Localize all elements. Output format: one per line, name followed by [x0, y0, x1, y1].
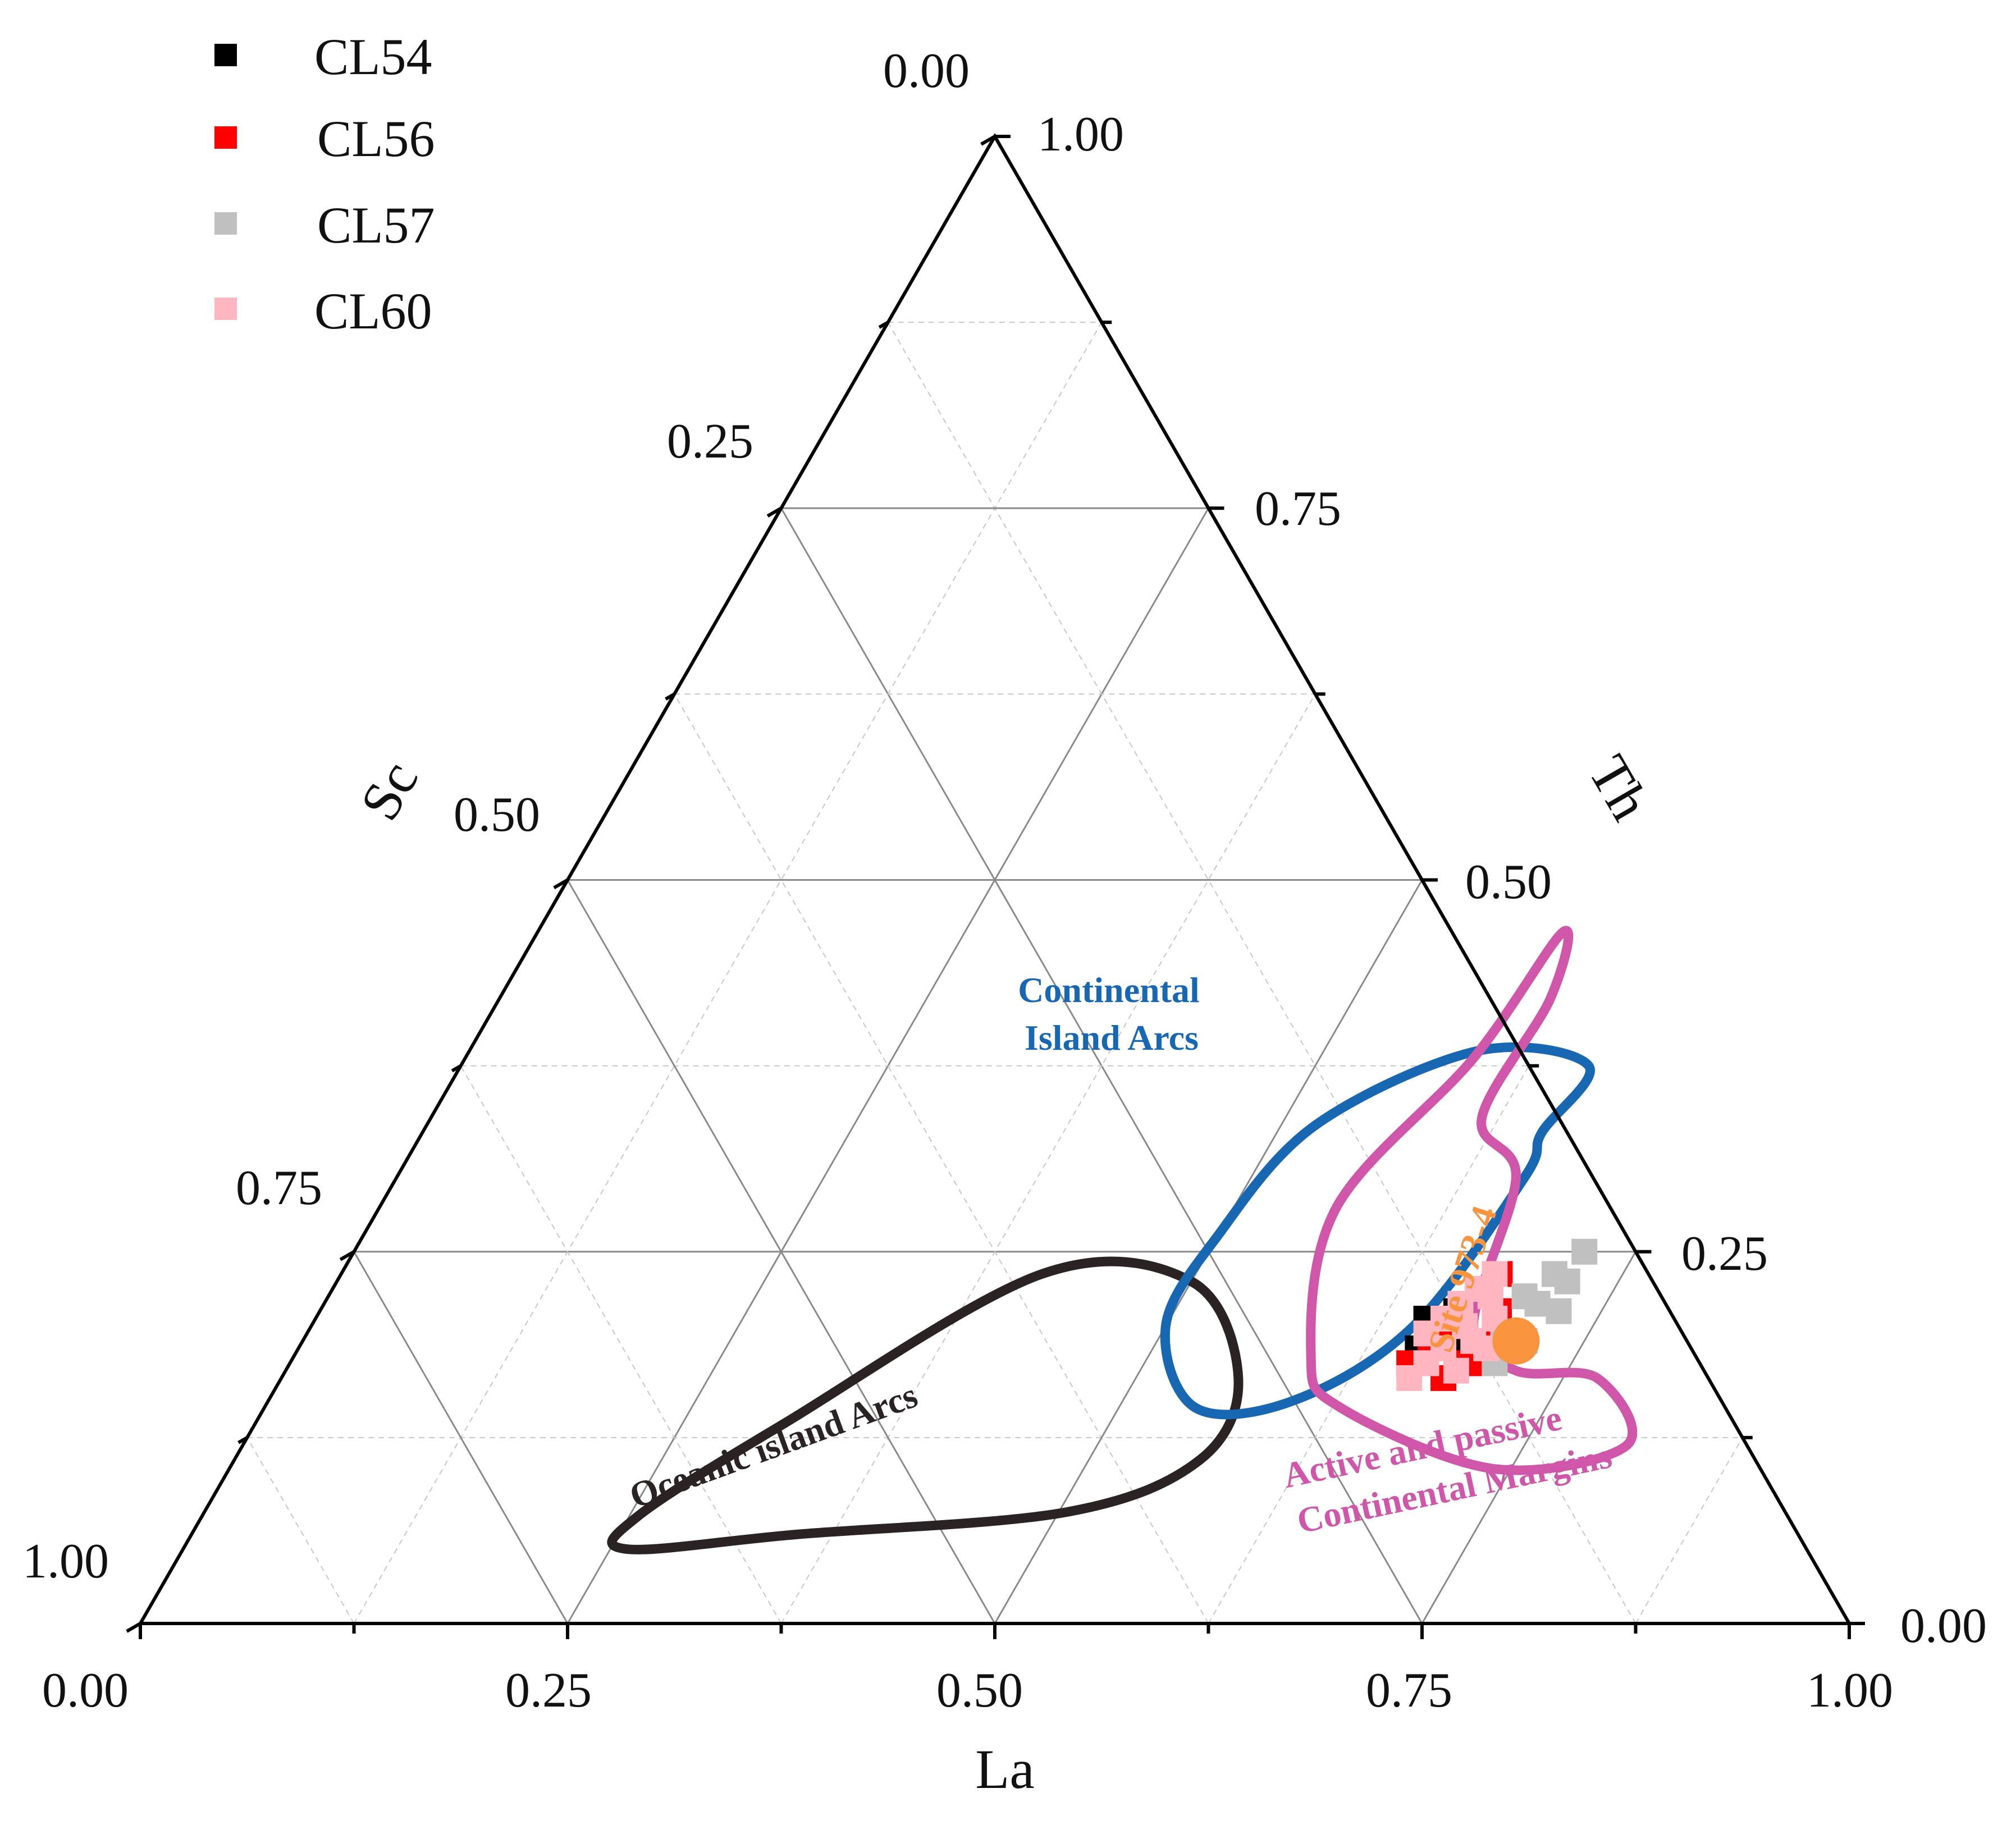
- la-tick-4: 1.00: [1807, 1663, 1893, 1718]
- sc-axis-title: Sc: [348, 751, 430, 830]
- legend-label-cl54: CL54: [314, 28, 432, 85]
- grid-line: [781, 694, 1315, 1623]
- ternary-chart: 0.00 0.25 0.50 0.75 1.00 La 0.00 0.25 0.…: [0, 0, 2016, 1825]
- point-cl60: [1396, 1365, 1422, 1391]
- legend-marker-cl56: [214, 126, 237, 149]
- legend-label-cl56: CL56: [317, 110, 435, 167]
- point-cl57: [1512, 1283, 1538, 1309]
- grid-line: [1636, 1438, 1743, 1623]
- la-axis-title: La: [975, 1738, 1034, 1800]
- sc-tick-mark: [127, 1623, 140, 1631]
- point-cl57: [1546, 1298, 1572, 1324]
- field-oceanic-island-arcs: [612, 1261, 1238, 1549]
- th-tick-4: 0.00: [1900, 1599, 1987, 1653]
- th-tick-1: 0.75: [1255, 482, 1341, 536]
- field-active-passive-margins: [1311, 931, 1633, 1470]
- sc-tick-3: 0.75: [236, 1161, 322, 1215]
- th-tick-0: 1.00: [1037, 107, 1124, 162]
- point-cl57: [1571, 1239, 1597, 1265]
- la-tick-3: 0.75: [1366, 1663, 1452, 1718]
- la-tick-2: 0.50: [936, 1663, 1023, 1718]
- sc-tick-0: 0.00: [883, 44, 970, 98]
- th-tick-3: 0.25: [1681, 1227, 1768, 1281]
- sc-tick-2: 0.50: [454, 788, 540, 842]
- sc-tick-4: 1.00: [22, 1534, 109, 1589]
- grid-line: [674, 694, 1208, 1623]
- legend-marker-cl57: [214, 212, 237, 235]
- legend-label-cl57: CL57: [317, 196, 435, 254]
- la-tick-1: 0.25: [505, 1663, 592, 1718]
- legend: CL54 CL56 CL57 CL60: [214, 28, 435, 340]
- grid-line: [247, 1438, 354, 1623]
- point-cl60: [1443, 1358, 1469, 1384]
- grid-line: [354, 322, 1102, 1623]
- th-axis-title: Th: [1576, 745, 1662, 830]
- site-973-4-marker: [1492, 1318, 1539, 1365]
- legend-marker-cl60: [214, 298, 237, 320]
- axis-ticks: [127, 136, 1865, 1639]
- continental-arcs-label-line1: Continental: [1018, 970, 1200, 1010]
- point-cl57: [1542, 1261, 1567, 1287]
- legend-marker-cl54: [214, 44, 237, 66]
- continental-arcs-label-line2: Island Arcs: [1025, 1018, 1199, 1058]
- la-tick-0: 0.00: [42, 1663, 129, 1718]
- th-tick-2: 0.50: [1465, 855, 1552, 909]
- legend-label-cl60: CL60: [314, 282, 432, 340]
- sc-tick-1: 0.25: [667, 414, 753, 469]
